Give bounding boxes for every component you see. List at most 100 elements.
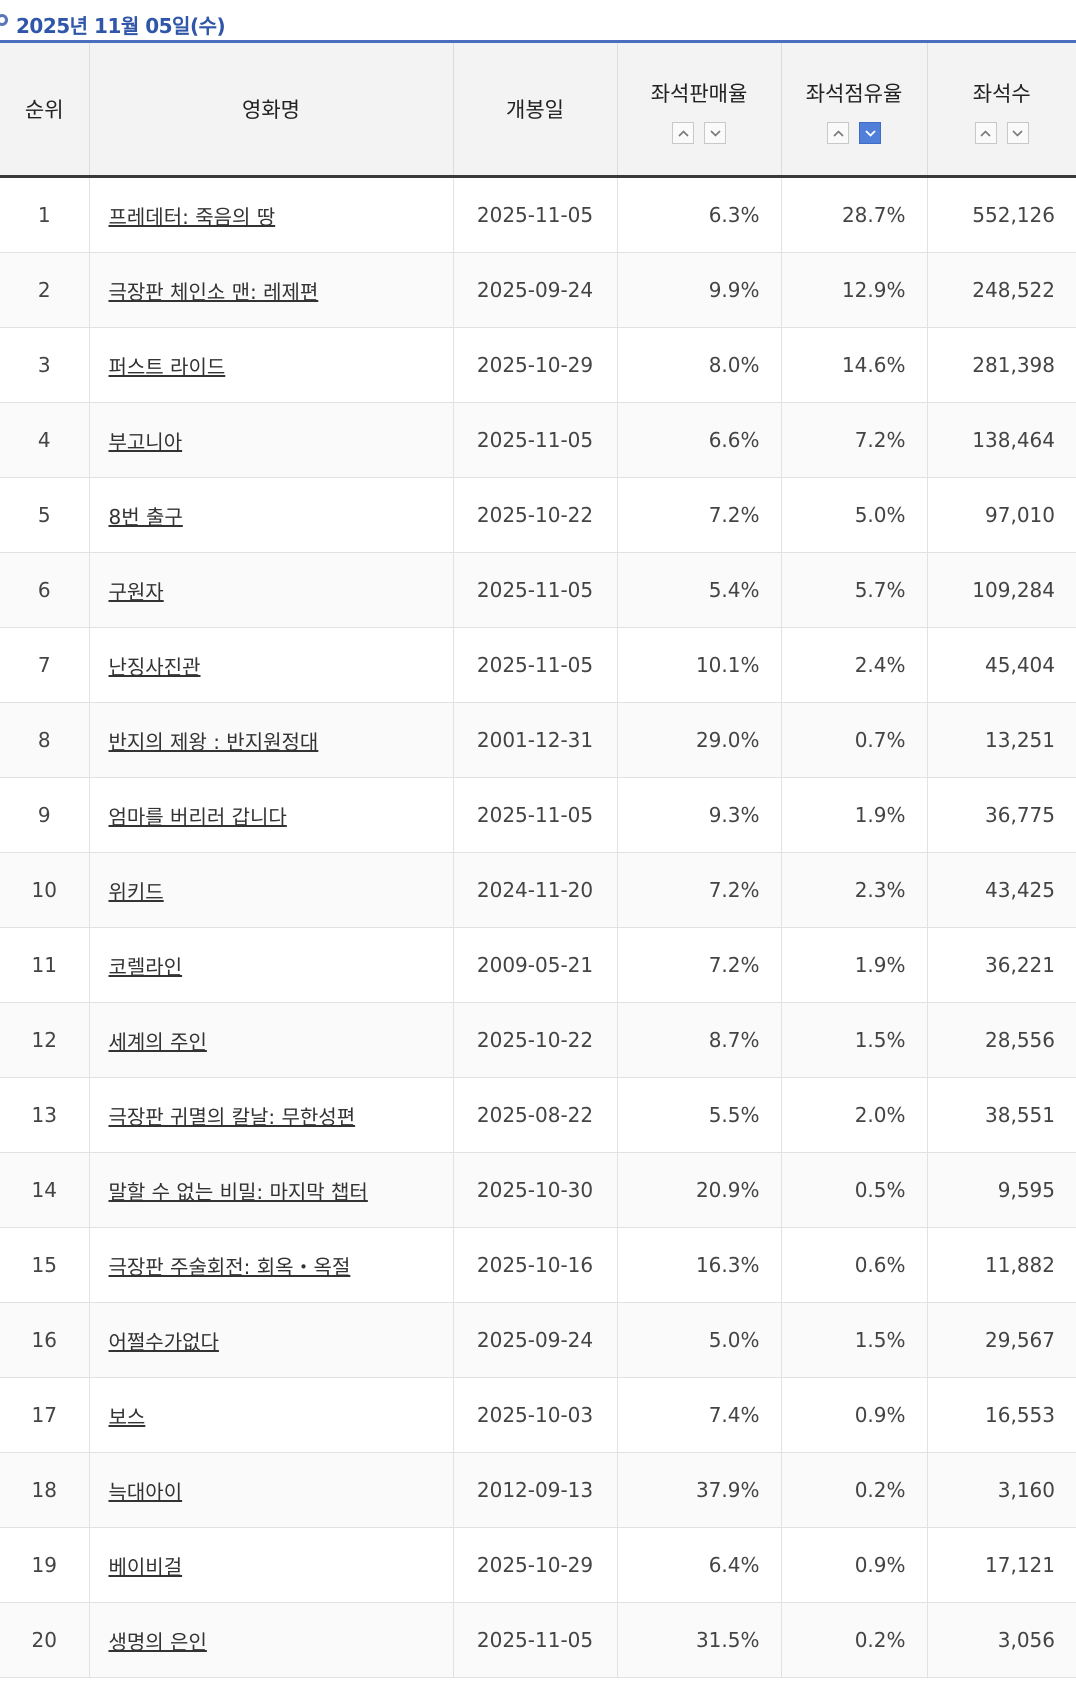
seat-count-cell: 45,404 bbox=[926, 627, 1076, 703]
seat-sales-rate-cell: 29.0% bbox=[616, 702, 781, 778]
table-row: 16 어쩔수가없다 2025-09-24 5.0% 1.5% 29,567 bbox=[0, 1302, 1076, 1378]
release-date-cell: 2024-11-20 bbox=[452, 852, 617, 928]
movie-title-link[interactable]: 어쩔수가없다 bbox=[108, 1329, 219, 1354]
seat-sales-rate-cell: 7.2% bbox=[616, 927, 781, 1003]
seat-sales-rate-cell: 5.4% bbox=[616, 552, 781, 628]
seat-sales-rate-cell: 6.6% bbox=[616, 402, 781, 478]
seat-sales-rate-cell: 7.2% bbox=[616, 477, 781, 553]
rank-cell: 1 bbox=[0, 176, 89, 253]
seat-sales-rate-cell: 37.9% bbox=[616, 1452, 781, 1528]
seat-share-cell: 0.7% bbox=[780, 702, 927, 778]
seat-count-cell: 43,425 bbox=[926, 852, 1076, 928]
rank-cell: 6 bbox=[0, 552, 89, 628]
chevron-up-icon bbox=[677, 129, 689, 137]
circle-bullet-icon bbox=[0, 14, 8, 26]
seat-count-cell: 29,567 bbox=[926, 1302, 1076, 1378]
movie-title-cell: 보스 bbox=[88, 1377, 453, 1453]
seat-count-cell: 36,775 bbox=[926, 777, 1076, 853]
column-header-rank: 순위 bbox=[0, 43, 89, 178]
movie-title-link[interactable]: 코렐라인 bbox=[108, 954, 183, 979]
rank-cell: 9 bbox=[0, 777, 89, 853]
movie-title-cell: 위키드 bbox=[88, 852, 453, 928]
movie-title-link[interactable]: 극장판 체인소 맨: 레제편 bbox=[108, 279, 319, 304]
release-date-cell: 2025-10-29 bbox=[452, 1527, 617, 1603]
sort-desc-share-button[interactable] bbox=[859, 122, 881, 144]
movie-title-link[interactable]: 프레데터: 죽음의 땅 bbox=[108, 204, 276, 229]
table-row: 20 생명의 은인 2025-11-05 31.5% 0.2% 3,056 bbox=[0, 1602, 1076, 1678]
table-row: 10 위키드 2024-11-20 7.2% 2.3% 43,425 bbox=[0, 852, 1076, 928]
seat-share-cell: 1.9% bbox=[780, 927, 927, 1003]
seat-count-cell: 109,284 bbox=[926, 552, 1076, 628]
column-header-title: 영화명 bbox=[88, 43, 453, 178]
release-date-cell: 2012-09-13 bbox=[452, 1452, 617, 1528]
movie-title-cell: 퍼스트 라이드 bbox=[88, 327, 453, 403]
table-row: 13 극장판 귀멸의 칼날: 무한성편 2025-08-22 5.5% 2.0% 38,5… bbox=[0, 1077, 1076, 1153]
movie-title-link[interactable]: 극장판 주술회전: 회옥・옥절 bbox=[108, 1254, 351, 1279]
movie-title-link[interactable]: 위키드 bbox=[108, 879, 164, 904]
table-header-row: 순위 영화명 개봉일 좌석판매율 좌석점유율 bbox=[0, 43, 1076, 178]
movie-title-link[interactable]: 늑대아이 bbox=[108, 1479, 183, 1504]
release-date-cell: 2025-11-05 bbox=[452, 777, 617, 853]
seat-share-cell: 0.6% bbox=[780, 1227, 927, 1303]
table-row: 6 구원자 2025-11-05 5.4% 5.7% 109,284 bbox=[0, 552, 1076, 628]
movie-title-cell: 코렐라인 bbox=[88, 927, 453, 1003]
seat-count-cell: 3,160 bbox=[926, 1452, 1076, 1528]
movie-title-link[interactable]: 베이비걸 bbox=[108, 1554, 183, 1579]
table-row: 14 말할 수 없는 비밀: 마지막 챕터 2025-10-30 20.9% 0.5% 9… bbox=[0, 1152, 1076, 1228]
seat-count-cell: 9,595 bbox=[926, 1152, 1076, 1228]
seat-sales-rate-cell: 8.7% bbox=[616, 1002, 781, 1078]
rank-cell: 8 bbox=[0, 702, 89, 778]
release-date-cell: 2001-12-31 bbox=[452, 702, 617, 778]
seat-share-cell: 2.3% bbox=[780, 852, 927, 928]
table-row: 1 프레데터: 죽음의 땅 2025-11-05 6.3% 28.7% 552,126 bbox=[0, 176, 1076, 253]
chevron-up-icon bbox=[832, 129, 844, 137]
movie-title-link[interactable]: 세계의 주인 bbox=[108, 1029, 207, 1054]
sort-asc-seats-button[interactable] bbox=[974, 122, 997, 144]
movie-title-link[interactable]: 생명의 은인 bbox=[108, 1629, 207, 1654]
seat-sales-rate-cell: 16.3% bbox=[616, 1227, 781, 1303]
movie-title-link[interactable]: 말할 수 없는 비밀: 마지막 챕터 bbox=[108, 1179, 368, 1204]
seat-share-cell: 1.5% bbox=[780, 1002, 927, 1078]
table-row: 9 엄마를 버리러 갑니다 2025-11-05 9.3% 1.9% 36,775 bbox=[0, 777, 1076, 853]
release-date-cell: 2025-10-22 bbox=[452, 477, 617, 553]
movie-title-cell: 엄마를 버리러 갑니다 bbox=[88, 777, 453, 853]
sort-desc-seats-button[interactable] bbox=[1006, 122, 1029, 144]
sort-asc-sales-button[interactable] bbox=[672, 122, 694, 144]
movie-title-cell: 말할 수 없는 비밀: 마지막 챕터 bbox=[88, 1152, 453, 1228]
rank-cell: 12 bbox=[0, 1002, 89, 1078]
table-row: 4 부고니아 2025-11-05 6.6% 7.2% 138,464 bbox=[0, 402, 1076, 478]
sort-asc-share-button[interactable] bbox=[827, 122, 849, 144]
movie-title-link[interactable]: 퍼스트 라이드 bbox=[108, 354, 226, 379]
column-header-seat-share: 좌석점유율 bbox=[780, 43, 927, 178]
table-row: 8 반지의 제왕 : 반지원정대 2001-12-31 29.0% 0.7% 13,251 bbox=[0, 702, 1076, 778]
chevron-down-icon bbox=[1012, 129, 1023, 137]
movie-title-cell: 프레데터: 죽음의 땅 bbox=[88, 176, 453, 253]
rank-cell: 7 bbox=[0, 627, 89, 703]
movie-title-link[interactable]: 반지의 제왕 : 반지원정대 bbox=[108, 729, 319, 754]
movie-title-link[interactable]: 구원자 bbox=[108, 579, 164, 604]
movie-title-link[interactable]: 극장판 귀멸의 칼날: 무한성편 bbox=[108, 1104, 356, 1129]
column-header-seat-sales-rate: 좌석판매율 bbox=[616, 43, 781, 178]
movie-title-link[interactable]: 부고니아 bbox=[108, 429, 183, 454]
table-row: 5 8번 출구 2025-10-22 7.2% 5.0% 97,010 bbox=[0, 477, 1076, 553]
date-header: 2025년 11월 05일(수) bbox=[0, 0, 1076, 43]
movie-title-link[interactable]: 8번 출구 bbox=[108, 504, 183, 529]
movie-title-link[interactable]: 보스 bbox=[108, 1404, 146, 1429]
movie-title-cell: 부고니아 bbox=[88, 402, 453, 478]
seat-sales-rate-cell: 7.4% bbox=[616, 1377, 781, 1453]
rank-cell: 2 bbox=[0, 252, 89, 328]
sort-desc-sales-button[interactable] bbox=[704, 122, 726, 144]
release-date-cell: 2009-05-21 bbox=[452, 927, 617, 1003]
seat-count-cell: 3,056 bbox=[926, 1602, 1076, 1678]
movie-title-cell: 극장판 체인소 맨: 레제편 bbox=[88, 252, 453, 328]
seat-share-cell: 2.0% bbox=[780, 1077, 927, 1153]
movie-title-cell: 어쩔수가없다 bbox=[88, 1302, 453, 1378]
seat-sales-rate-cell: 5.0% bbox=[616, 1302, 781, 1378]
rank-cell: 19 bbox=[0, 1527, 89, 1603]
movie-title-link[interactable]: 난징사진관 bbox=[108, 654, 201, 679]
seat-share-cell: 5.7% bbox=[780, 552, 927, 628]
seat-sales-rate-cell: 31.5% bbox=[616, 1602, 781, 1678]
release-date-cell: 2025-11-05 bbox=[452, 176, 617, 253]
movie-title-link[interactable]: 엄마를 버리러 갑니다 bbox=[108, 804, 287, 829]
rank-cell: 3 bbox=[0, 327, 89, 403]
